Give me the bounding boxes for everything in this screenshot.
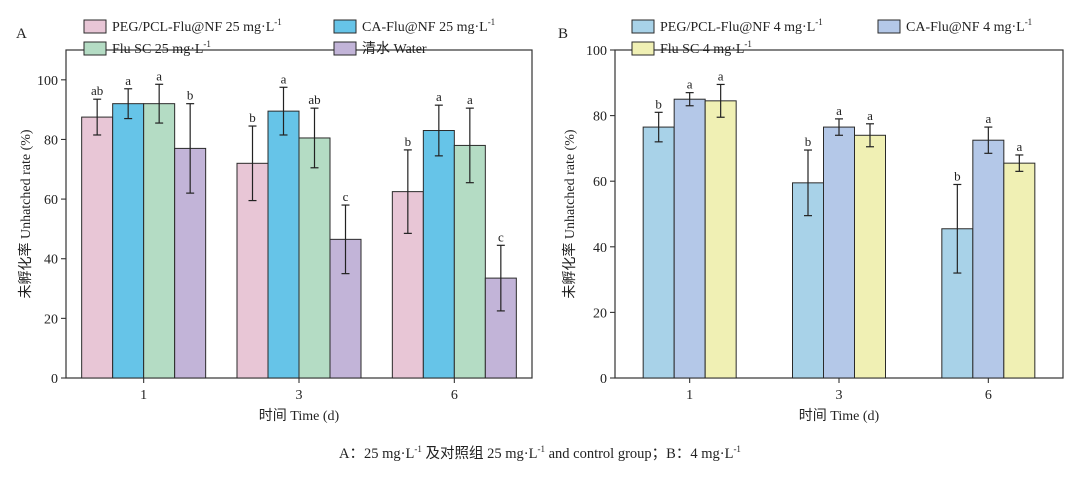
bar-flu-day3	[298, 137, 331, 379]
legend-label: CA-Flu@NF 25 mg·L-1	[362, 17, 495, 35]
y-tick-label: 20	[44, 312, 58, 327]
x-axis-label: 时间 Time (d)	[799, 408, 880, 424]
significance-letter: ab	[91, 83, 103, 98]
significance-letter: a	[1016, 139, 1022, 154]
bar-caflunf-day1	[673, 98, 706, 379]
significance-letter: a	[156, 68, 162, 83]
y-tick-label: 100	[586, 44, 607, 59]
caption-text-2: 及对照组 25 mg·L	[421, 446, 538, 462]
y-axis-label: 未孵化率 Unhatched rate (%)	[561, 129, 578, 298]
significance-letter: b	[249, 110, 256, 125]
y-tick-label: 40	[593, 241, 607, 256]
legend-swatch	[631, 41, 655, 56]
legend-label: PEG/PCL-Flu@NF 25 mg·L-1	[112, 17, 282, 35]
significance-letter: a	[467, 92, 473, 107]
significance-letter: a	[718, 68, 724, 83]
chart-panel-A: A 0 20 40 60 80 100 未孵化率 Unhatched rate (%) 时间 T…	[16, 17, 533, 424]
caption-sup-1: -1	[414, 444, 422, 455]
bar-pegpclflunf-day1	[81, 116, 114, 379]
panel-label: A	[16, 26, 27, 42]
legend-label: Flu SC 25 mg·L-1	[112, 39, 211, 57]
significance-letter: a	[985, 111, 991, 126]
x-tick-label: 1	[140, 388, 147, 403]
bar-flu-day1	[143, 103, 176, 379]
x-tick-label: 1	[686, 388, 693, 403]
legend-swatch	[83, 41, 107, 56]
bar-flu-day1	[704, 100, 737, 379]
significance-letter: b	[805, 134, 812, 149]
significance-letter: c	[343, 189, 349, 204]
significance-letter: a	[125, 73, 131, 88]
caption-text-3: and control group；B：4 mg·L	[544, 446, 734, 462]
significance-letter: a	[687, 77, 693, 92]
significance-letter: ab	[308, 92, 320, 107]
significance-letter: a	[436, 89, 442, 104]
chart-panel-B: B 0 20 40 60 80 100 未孵化率 Unhatched rate (%) 时间 T…	[558, 17, 1064, 424]
bar-flu-day3	[854, 134, 886, 379]
y-axis-label: 未孵化率 Unhatched rate (%)	[17, 129, 34, 298]
y-tick-label: 0	[51, 372, 58, 387]
y-tick-label: 80	[593, 110, 607, 125]
legend-swatch	[877, 19, 901, 34]
bar-caflunf-day3	[823, 126, 855, 379]
bar-caflunf-day3	[267, 110, 300, 379]
legend-label: PEG/PCL-Flu@NF 4 mg·L-1	[660, 17, 823, 35]
significance-letter: b	[655, 96, 662, 111]
legend-swatch	[333, 41, 357, 56]
significance-letter: a	[836, 103, 842, 118]
bar-caflunf-day6	[972, 139, 1005, 379]
bar-flu-day6	[1003, 162, 1036, 379]
bar-caflunf-day1	[112, 103, 145, 379]
caption-text-1: A：25 mg·L	[339, 446, 415, 462]
y-tick-label: 60	[44, 193, 58, 208]
legend-swatch	[333, 19, 357, 34]
y-tick-label: 20	[593, 306, 607, 321]
bar-flu-day6	[453, 144, 486, 379]
significance-letter: b	[187, 88, 194, 103]
y-tick-label: 40	[44, 253, 58, 268]
y-tick-label: 60	[593, 175, 607, 190]
y-tick-label: 80	[44, 133, 58, 148]
x-tick-label: 3	[296, 388, 303, 403]
legend-label: 清水 Water	[362, 41, 427, 57]
caption-sup-3: -1	[733, 444, 741, 455]
x-tick-label: 6	[451, 388, 458, 403]
legend-label: Flu SC 4 mg·L-1	[660, 39, 752, 57]
legend-swatch	[83, 19, 107, 34]
x-tick-label: 3	[836, 388, 843, 403]
caption-sup-2: -1	[537, 444, 545, 455]
bar--day1	[174, 147, 207, 379]
y-tick-label: 100	[37, 74, 58, 89]
y-tick-label: 0	[600, 372, 607, 387]
x-axis-label: 时间 Time (d)	[259, 408, 340, 424]
significance-letter: a	[281, 71, 287, 86]
legend-label: CA-Flu@NF 4 mg·L-1	[906, 17, 1032, 35]
figure-caption: A：25 mg·L-1 及对照组 25 mg·L-1 and control g…	[0, 442, 1080, 463]
bar-caflunf-day6	[422, 130, 455, 379]
significance-letter: b	[954, 168, 961, 183]
significance-letter: c	[498, 229, 504, 244]
bar-pegpclflunf-day1	[642, 126, 675, 379]
legend-swatch	[631, 19, 655, 34]
significance-letter: a	[867, 108, 873, 123]
x-tick-label: 6	[985, 388, 992, 403]
significance-letter: b	[405, 134, 412, 149]
panel-label: B	[558, 26, 568, 42]
